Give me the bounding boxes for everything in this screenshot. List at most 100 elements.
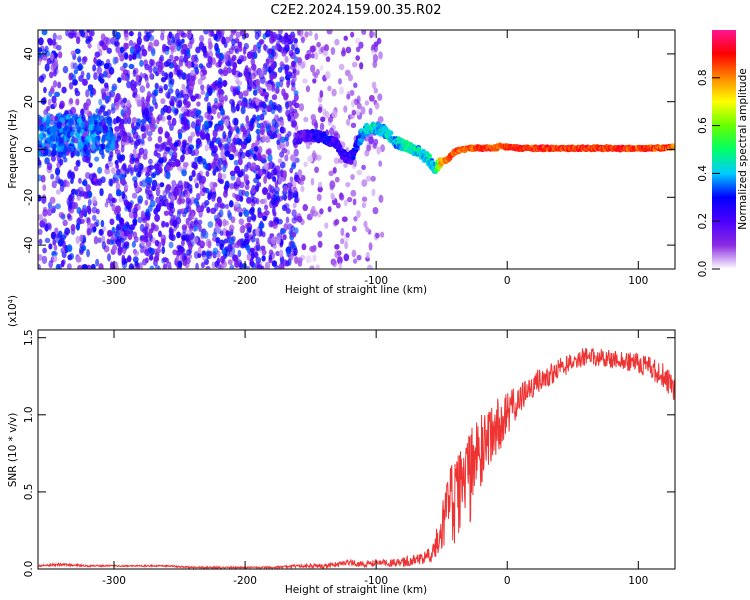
spectrogram-cell [148,193,154,202]
spectrogram-cell [165,91,171,99]
spectrogram-cell [187,241,192,247]
spectrogram-cell [172,44,177,53]
spectrogram-cell [168,78,173,84]
spectrogram-cell [213,214,218,222]
spectrogram-cell [373,41,379,47]
spectrogram-cell [60,117,66,124]
spectrogram-cell [127,233,133,241]
spectrogram-cell [251,265,257,269]
spectrogram-cell [57,51,63,59]
spectrogram-cell [214,260,220,268]
spectrogram-cell [180,48,185,56]
spectrogram-cell [162,104,169,113]
spectrogram-cell [294,47,300,55]
spectrogram-cell [222,131,227,140]
spectrogram-cell [128,53,133,62]
spectrogram-cell [232,86,238,92]
spectrogram-cell [89,90,94,98]
spectrogram-cell [153,149,158,157]
spectrogram-cell [143,166,150,173]
spectrogram-cell [185,100,191,108]
spectrogram-cell [269,72,274,81]
spectrogram-cell [151,116,156,126]
spectrogram-cell [42,247,47,254]
spectrogram-cell [183,93,189,102]
spectrogram-cell [331,110,338,119]
spectrogram-cell [317,186,323,193]
x-tick-label: -100 [364,275,388,287]
spectrogram-cell [68,81,74,90]
spectrogram-cell [217,172,223,181]
colorbar-tick-label: 0.6 [697,117,709,134]
spectrogram-cell [214,42,219,52]
spectrogram-cell [368,107,373,116]
spectrogram-cell [328,170,334,177]
spectrogram-cell [122,112,127,121]
spectrogram-cell [287,114,292,122]
spectrogram-cell [137,169,142,178]
spectrogram-cell [42,206,48,212]
spectrogram-cell [256,122,261,129]
spectrogram-cell [168,209,174,217]
spectrogram-cell [292,74,297,83]
spectrogram-cell [272,221,278,230]
spectrogram-cell [55,189,61,195]
spectrogram-cell [140,240,145,247]
spectrogram-cell [100,219,105,228]
spectrogram-cell [132,69,137,78]
spectrogram-cell [68,252,75,260]
spectrogram-cell [104,167,111,175]
spectrogram-cell [291,232,297,238]
spectrogram-cell [193,148,200,156]
spectrogram-cell [149,105,154,112]
spectrogram-cell [373,87,379,94]
spectrogram-cell [118,237,125,244]
spectrogram-cell [183,180,187,189]
spectrogram-cell [55,175,61,184]
spectrogram-cell [42,108,47,117]
spectrogram-cell [309,265,315,269]
spectrogram-cell [145,31,151,39]
spectrogram-cell [175,160,181,167]
spectrogram-cell [206,105,212,112]
spectrogram-cell [282,185,289,192]
spectrogram-cell [213,153,219,162]
spectrogram-cell [264,261,271,269]
spectrogram-cell [333,157,340,165]
spectrogram-cell [278,34,283,43]
spectrogram-cell [199,130,206,139]
spectrogram-cell [165,183,172,192]
spectrogram-cell [158,87,164,94]
spectrogram-cell [277,158,283,164]
spectrogram-cell [53,244,58,251]
spectrogram-cell [158,157,164,164]
spectrogram-cell [240,125,246,133]
spectrogram-cell [225,203,230,210]
spectrogram-cell [120,230,125,239]
spectrogram-cell [168,158,173,167]
spectrogram-cell [171,105,176,113]
spectrogram-cell [42,54,48,61]
spectrogram-cell [202,187,208,193]
spectrogram-cell [284,154,289,162]
spectrogram-cell [250,63,257,71]
spectrogram-cell [222,54,228,63]
spectrogram-cell [237,72,243,78]
spectrogram-cell [338,192,344,199]
spectrogram-cell [137,31,142,39]
snr-frame [37,329,676,570]
spectrogram-cell [94,125,99,132]
spectrogram-cell [261,249,267,256]
spectrogram-cell [254,31,260,40]
spectrogram-cell [310,53,315,59]
spectrogram-cell [162,189,168,197]
spectrogram-cell [228,153,235,161]
spectrogram-cell [290,163,296,170]
spectrogram-cell [322,50,328,56]
spectrogram-cell [142,227,147,234]
spectrogram-cell [77,126,82,134]
spectrogram-cell [158,62,165,70]
spectrogram-ridge-mark [350,155,355,160]
spectrogram-cell [317,230,323,238]
spectrogram-cell [146,90,152,100]
